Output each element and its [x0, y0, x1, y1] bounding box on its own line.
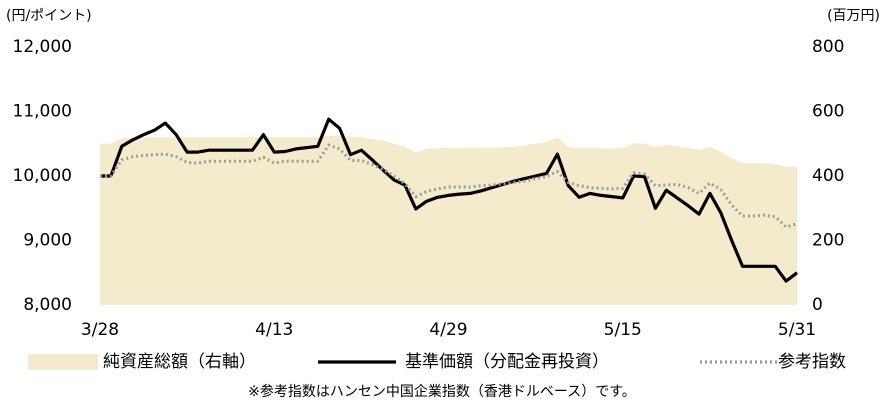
x-tick-label: 4/29 [429, 320, 467, 340]
x-tick-label: 5/31 [778, 320, 816, 340]
y-tick-label: 8,000 [23, 295, 72, 315]
footnote: ※参考指数はハンセン中国企業指数（香港ドルベース）です。 [248, 383, 636, 400]
y-tick-label: 9,000 [23, 231, 72, 251]
y2-tick-label: 400 [812, 166, 844, 186]
y-tick-label: 11,000 [13, 102, 72, 122]
legend-label: 基準価額（分配金再投資） [405, 352, 609, 372]
y2-tick-label: 600 [812, 102, 844, 122]
area [100, 135, 797, 305]
y-tick-label: 12,000 [13, 37, 72, 57]
legend-label: 純資産総額（右軸） [103, 352, 256, 372]
y2-tick-label: 0 [812, 295, 823, 315]
y-unit-label: (円/ポイント) [6, 8, 92, 24]
x-tick-label: 3/28 [81, 320, 119, 340]
x-tick-label: 4/13 [255, 320, 293, 340]
legend-label: 参考指数 [778, 352, 846, 372]
y-tick-label: 10,000 [13, 166, 72, 186]
line [100, 117, 798, 283]
y2-tick-label: 800 [812, 37, 844, 57]
y2-unit-label: (百万円) [827, 8, 880, 24]
y2-tick-label: 200 [812, 231, 844, 251]
x-tick-label: 5/15 [604, 320, 642, 340]
legend-swatch [28, 354, 98, 370]
